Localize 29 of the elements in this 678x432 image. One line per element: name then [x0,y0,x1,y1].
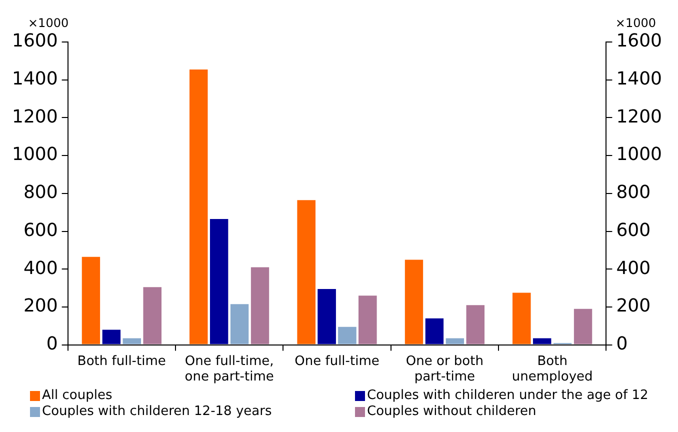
y2-tick-label: 600 [616,220,651,241]
legend-label: Couples without childeren [367,404,536,420]
y-tick-label: 400 [23,258,58,279]
y2-tick-label: 800 [616,182,651,204]
x-tick-label: Both unemployed [512,354,593,385]
x-tick-label: One full-time [294,354,380,369]
y-tick-label: 1600 [12,30,58,52]
y2-tick-label: 400 [616,258,651,279]
y-tick-label: 200 [23,296,58,317]
legend-label: Couples with childeren under the age of 12 [367,388,648,404]
y2-tick-label: 1400 [616,68,662,90]
y2-tick-label: 1000 [616,144,662,166]
y2-tick-label: 1200 [616,106,662,128]
y-axis-title: ×1000 [28,16,69,30]
x-tick-label: Both full-time [77,354,166,369]
y2-tick-label: 0 [616,333,628,354]
x-tick-label: One full-time, one part-time [184,354,274,385]
y-tick-label: 1400 [12,68,58,90]
legend-label: Couples with childeren 12-18 years [42,404,272,420]
y-tick-label: 600 [23,220,58,241]
y-tick-label: 800 [23,182,58,204]
y2-tick-label: 1600 [616,30,662,52]
y2-axis-title: ×1000 [615,16,656,30]
y-tick-label: 0 [46,333,58,354]
y-tick-label: 1200 [12,106,58,128]
legend-label: All couples [42,388,112,404]
x-tick-label: One or both part-time [406,354,484,385]
y2-tick-label: 200 [616,296,651,317]
y-tick-label: 1000 [12,144,58,166]
